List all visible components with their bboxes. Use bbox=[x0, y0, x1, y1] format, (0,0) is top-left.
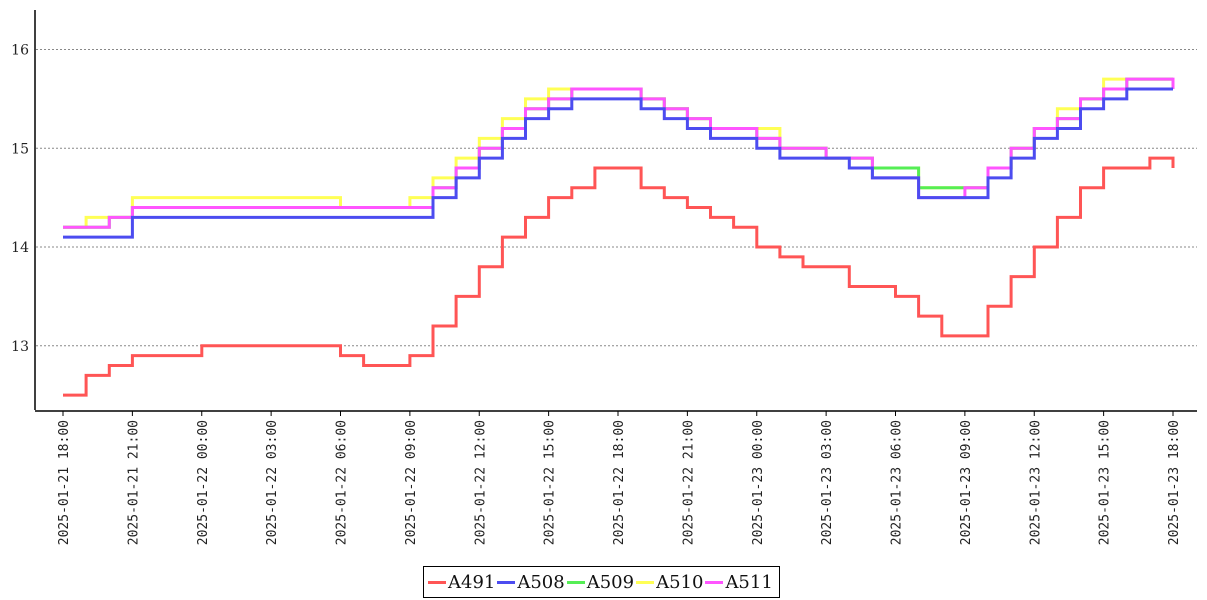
legend: A491 A508 A509 A510 A511 bbox=[423, 566, 780, 598]
legend-label-a510: A510 bbox=[656, 571, 704, 593]
x-tick-label: 2025-01-21 18:00 bbox=[57, 420, 72, 545]
series-line-a491 bbox=[63, 156, 1175, 397]
axes bbox=[34, 10, 1197, 412]
x-tick-label: 2025-01-23 09:00 bbox=[959, 420, 974, 545]
legend-item-a510: A510 bbox=[636, 572, 703, 593]
legend-label-a509: A509 bbox=[586, 571, 635, 593]
legend-item-a491: A491 bbox=[428, 572, 495, 593]
x-tick-label: 2025-01-22 12:00 bbox=[473, 420, 488, 545]
legend-swatch-a491 bbox=[428, 580, 446, 584]
x-tick-label: 2025-01-23 12:00 bbox=[1028, 420, 1043, 545]
x-tick-label: 2025-01-22 21:00 bbox=[681, 420, 696, 545]
series-line-a509 bbox=[63, 77, 1173, 229]
y-tick-label: 15 bbox=[11, 141, 29, 157]
y-tick-label: 14 bbox=[11, 240, 29, 256]
series-lines bbox=[63, 77, 1175, 397]
x-tick-label: 2025-01-23 03:00 bbox=[820, 420, 835, 545]
legend-label-a511: A511 bbox=[725, 571, 773, 593]
legend-swatch-a510 bbox=[636, 580, 655, 584]
legend-item-a511: A511 bbox=[705, 571, 773, 593]
x-tick-label: 2025-01-22 09:00 bbox=[404, 420, 419, 545]
series-line-a508 bbox=[63, 87, 1173, 239]
x-tick-label: 2025-01-21 21:00 bbox=[126, 420, 141, 545]
x-tick-labels: 2025-01-21 18:00 2025-01-21 21:00 2025-01-… bbox=[57, 411, 1182, 545]
x-tick-label: 2025-01-23 06:00 bbox=[890, 420, 905, 545]
legend-label-a508: A508 bbox=[517, 571, 565, 593]
legend-swatch-a511 bbox=[705, 580, 724, 584]
y-tick-label: 16 bbox=[11, 43, 29, 59]
legend-swatch-a508 bbox=[497, 580, 516, 584]
x-tick-label: 2025-01-23 00:00 bbox=[751, 420, 766, 545]
legend-swatch-a509 bbox=[566, 580, 585, 584]
x-tick-label: 2025-01-22 15:00 bbox=[543, 420, 558, 545]
y-tick-labels: 13 14 15 16 bbox=[11, 43, 29, 355]
x-tick-label: 2025-01-22 18:00 bbox=[612, 420, 627, 545]
series-line-a510 bbox=[63, 77, 1173, 229]
y-tick-label: 13 bbox=[11, 339, 29, 355]
legend-item-a509: A509 bbox=[566, 571, 635, 593]
x-tick-label: 2025-01-23 18:00 bbox=[1167, 420, 1182, 545]
x-tick-label: 2025-01-22 00:00 bbox=[196, 420, 211, 545]
x-tick-label: 2025-01-22 06:00 bbox=[335, 420, 350, 545]
legend-label-a491: A491 bbox=[448, 571, 496, 593]
x-tick-label: 2025-01-22 03:00 bbox=[265, 420, 280, 545]
series-line-a511 bbox=[63, 77, 1175, 229]
x-tick-label: 2025-01-23 15:00 bbox=[1098, 420, 1113, 545]
legend-item-a508: A508 bbox=[497, 571, 565, 593]
